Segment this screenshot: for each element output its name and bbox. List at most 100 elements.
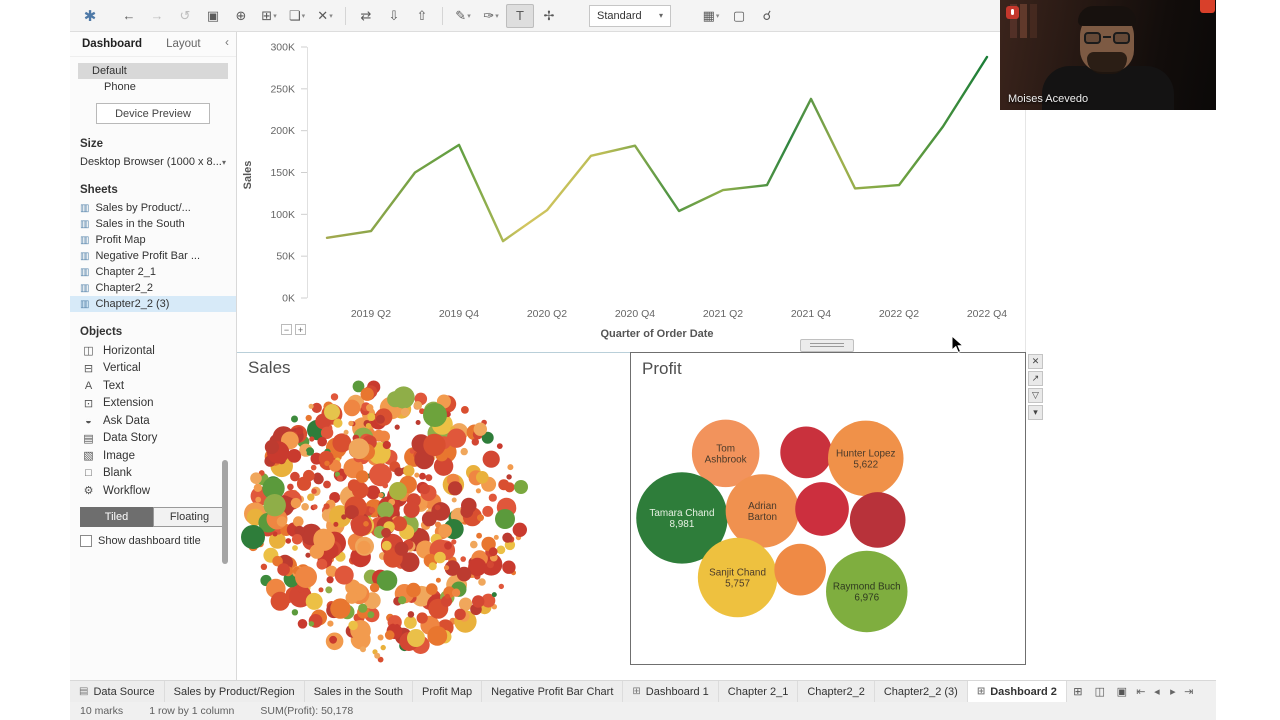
datasource-icon: ▤ — [79, 686, 89, 697]
sales-line-chart-zone[interactable]: 0K 50K 100K 150K 200K 250K 300K 2019 Q2 2019 Q4 2… — [237, 35, 1026, 353]
object-item-label: Blank — [103, 467, 132, 480]
sheet-tab-negative-profit-bar-chart[interactable]: Negative Profit Bar Chart — [482, 681, 624, 702]
object-grip-handle[interactable] — [800, 339, 854, 352]
dashboard-canvas: 0K 50K 100K 150K 200K 250K 300K 2019 Q2 2019 Q4 2… — [237, 32, 1216, 680]
sheet-item-sales-in-the-south[interactable]: ▥ Sales in the South — [70, 216, 236, 232]
presentation-mode-icon[interactable]: ▢ — [732, 7, 746, 23]
object-item-extension[interactable]: ⊡ Extension — [70, 395, 236, 413]
sheet-tab-chapter-2-1[interactable]: Chapter 2_1 — [718, 681, 799, 702]
last-sheet-icon[interactable]: ⇥ — [1184, 686, 1194, 698]
toolbar-separator — [345, 6, 346, 25]
new-worksheet-icon[interactable]: ⊞ — [1073, 686, 1083, 698]
forward-icon[interactable]: → — [150, 8, 164, 23]
first-sheet-icon[interactable]: ⇤ — [1136, 686, 1146, 698]
svg-text:Sales: Sales — [242, 161, 254, 190]
back-icon[interactable]: ← — [122, 8, 136, 23]
sheet-item-sales-by-product[interactable]: ▥ Sales by Product/... — [70, 200, 236, 216]
format-icon[interactable]: ✑ ▾ — [483, 7, 499, 23]
sheet-item-label: Sales in the South — [95, 218, 185, 230]
save-icon[interactable]: ▣ — [206, 7, 220, 23]
share-icon[interactable]: ☌ — [762, 7, 772, 23]
fit-icon[interactable]: ✢ — [543, 7, 555, 23]
device-preview-button[interactable]: Device Preview — [96, 103, 210, 124]
sheet-tab-chapter2-2-3[interactable]: Chapter2_2 (3) — [874, 681, 968, 702]
pane-tabs: Dashboard Layout ‹ — [70, 32, 236, 57]
floating-button[interactable]: Floating — [153, 506, 226, 527]
objects-header: Objects — [80, 326, 123, 338]
new-worksheet-icon[interactable]: ⊞ ▾ — [261, 7, 277, 23]
sales-bubble-zone[interactable]: Sales — [237, 352, 630, 678]
replay-icon[interactable]: ↺ — [179, 7, 191, 23]
sheet-tab-bar: ▤ Data Source Sales by Product/Region Sales… — [70, 680, 1216, 702]
object-item-data-story[interactable]: ▤ Data Story — [70, 430, 236, 448]
device-default[interactable]: Default — [78, 63, 228, 79]
object-item-label: Ask Data — [103, 414, 150, 427]
object-item-ask-data[interactable]: ◒ Ask Data — [70, 412, 236, 430]
background-book — [1020, 4, 1027, 38]
next-sheet-icon[interactable]: ▸ — [1170, 686, 1176, 698]
use-as-filter-icon[interactable]: ▽ — [1028, 388, 1043, 403]
status-bar: 10 marks 1 row by 1 column SUM(Profit): … — [70, 702, 1216, 720]
show-mark-labels-icon[interactable]: T — [506, 3, 534, 28]
sheet-tab-dashboard-1[interactable]: ⊞ Dashboard 1 — [623, 681, 719, 702]
duplicate-icon[interactable]: ❏ ▾ — [288, 7, 306, 23]
sheet-tab-chapter2-2[interactable]: Chapter2_2 — [798, 681, 875, 702]
worksheet-icon: ▥ — [80, 266, 90, 278]
close-icon[interactable]: ✕ — [1028, 354, 1043, 369]
sheet-tab-profit-map[interactable]: Profit Map — [412, 681, 483, 702]
object-item-text[interactable]: A Text — [70, 377, 236, 395]
svg-text:2019 Q4: 2019 Q4 — [439, 308, 479, 320]
device-phone[interactable]: Phone — [104, 81, 136, 93]
object-item-vertical[interactable]: ⊟ Vertical — [70, 360, 236, 378]
expand-axis-button[interactable]: + — [295, 324, 306, 335]
sheets-header: Sheets — [80, 184, 118, 196]
object-item-image[interactable]: ▧ Image — [70, 447, 236, 465]
show-dashboard-title-checkbox[interactable] — [80, 534, 92, 547]
sheet-tab-nav: ⇤ ◂ ▸ ⇥ — [1133, 681, 1197, 702]
previous-sheet-icon[interactable]: ◂ — [1154, 686, 1160, 698]
sheet-item-negative-profit-bar[interactable]: ▥ Negative Profit Bar ... — [70, 248, 236, 264]
sheet-tab-sales-by-product-region[interactable]: Sales by Product/Region — [164, 681, 305, 702]
swap-rows-columns-icon[interactable]: ⇄ — [360, 7, 372, 23]
more-options-icon[interactable]: ▾ — [1028, 405, 1043, 420]
collapse-axis-button[interactable]: − — [281, 324, 292, 335]
chevron-down-icon: ▾ — [658, 11, 663, 20]
fit-selector[interactable]: Standard ▾ — [589, 4, 671, 27]
sheet-tab-label: Dashboard 1 — [645, 685, 709, 698]
new-story-icon[interactable]: ▣ — [1116, 686, 1128, 698]
tab-layout[interactable]: Layout — [166, 38, 201, 50]
sheet-tab-sales-in-the-south[interactable]: Sales in the South — [304, 681, 413, 702]
highlight-icon[interactable]: ✎ ▾ — [455, 7, 471, 23]
sheet-list: ▥ Sales by Product/... ▥ Sales in the South… — [70, 200, 236, 312]
tiled-button[interactable]: Tiled — [80, 506, 153, 527]
show-cards-icon[interactable]: ▦ ▾ — [702, 7, 720, 23]
dashboard-icon: ⊞ — [976, 686, 986, 697]
size-header: Size — [80, 138, 104, 150]
go-to-sheet-icon[interactable]: ↗ — [1028, 371, 1043, 386]
horizontal-icon: ◫ — [83, 345, 94, 358]
sidebar-scrollbar[interactable] — [222, 460, 228, 564]
clear-sheet-icon[interactable]: ✕ ▾ — [317, 7, 333, 23]
sort-descending-icon[interactable]: ⇧ — [416, 7, 428, 23]
profit-floating-window[interactable]: Profit Tom Ashbrook Hunter Lopez 5,622 Tamar… — [630, 352, 1026, 665]
sheet-tab-data-source[interactable]: ▤ Data Source — [70, 681, 165, 702]
sheet-item-chapter2-2[interactable]: ▥ Chapter2_2 — [70, 280, 236, 296]
pane-collapse-icon[interactable]: ‹ — [225, 35, 229, 49]
data-story-icon: ▤ — [83, 432, 94, 445]
sheet-item-profit-map[interactable]: ▥ Profit Map — [70, 232, 236, 248]
new-data-source-icon[interactable]: ⊕ — [235, 7, 247, 23]
new-dashboard-icon[interactable]: ◫ — [1094, 686, 1106, 698]
sheet-item-chapter2-2-3[interactable]: ▥ Chapter2_2 (3) — [70, 296, 236, 312]
sheet-tab-dashboard-2[interactable]: ⊞ Dashboard 2 — [967, 681, 1067, 702]
object-item-blank[interactable]: □ Blank — [70, 465, 236, 483]
svg-text:Quarter of Order Date: Quarter of Order Date — [600, 328, 713, 340]
object-item-workflow[interactable]: ⚙ Workflow — [70, 482, 236, 500]
tab-dashboard[interactable]: Dashboard — [82, 38, 143, 50]
size-dropdown[interactable]: Desktop Browser (1000 x 8... ▾ — [70, 154, 236, 170]
object-item-horizontal[interactable]: ◫ Horizontal — [70, 342, 236, 360]
sort-ascending-icon[interactable]: ⇩ — [388, 7, 400, 23]
sheet-item-chapter-2-1[interactable]: ▥ Chapter 2_1 — [70, 264, 236, 280]
